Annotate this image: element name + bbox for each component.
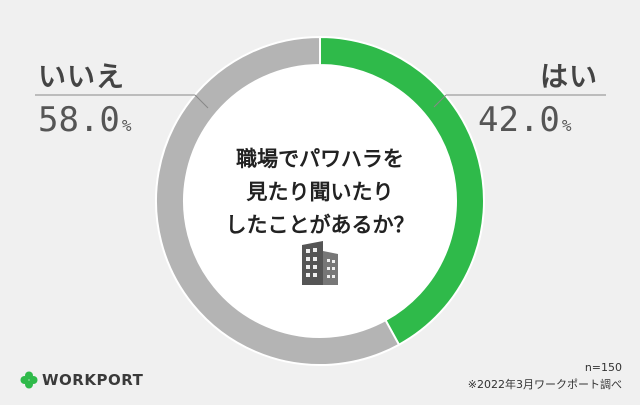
clover-icon xyxy=(20,371,38,389)
chart-title-line-2: 見たり聞いたり xyxy=(246,180,394,204)
slice-value-yes-unit: % xyxy=(561,116,572,135)
slice-label-yes: はい xyxy=(540,60,599,93)
slice-value-no-unit: % xyxy=(121,116,132,135)
logo-text: WORKPORT xyxy=(42,371,144,389)
source-note: ※2022年3月ワークポート調べ xyxy=(467,378,622,391)
chart-title-line-1: 職場でパワハラを xyxy=(236,147,404,171)
chart-title-line-3: したことがあるか？ xyxy=(225,213,415,237)
donut-hole xyxy=(184,65,456,337)
slice-value-no: 58.0% xyxy=(38,100,132,140)
slice-value-yes-number: 42.0 xyxy=(478,100,560,140)
building-icon xyxy=(302,241,338,285)
leader-line-yes-diag xyxy=(433,94,447,108)
chart-title: 職場でパワハラを 見たり聞いたり したことがあるか？ xyxy=(200,143,440,242)
slice-label-no: いいえ xyxy=(38,60,126,93)
leader-line-no-diag xyxy=(194,94,209,109)
slice-value-yes: 42.0% xyxy=(478,100,572,140)
slice-value-no-number: 58.0 xyxy=(38,100,120,140)
workport-logo: WORKPORT xyxy=(20,371,143,389)
sample-size: n=150 xyxy=(584,361,622,374)
